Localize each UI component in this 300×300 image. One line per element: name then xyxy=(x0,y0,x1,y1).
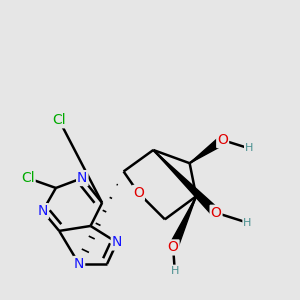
Text: H: H xyxy=(243,218,252,228)
Text: Cl: Cl xyxy=(52,113,66,127)
Text: O: O xyxy=(217,133,228,147)
Polygon shape xyxy=(153,150,219,216)
Text: N: N xyxy=(77,171,88,185)
Text: N: N xyxy=(74,257,84,271)
Polygon shape xyxy=(169,196,196,249)
Text: N: N xyxy=(38,204,48,218)
Text: Cl: Cl xyxy=(21,171,34,185)
Text: O: O xyxy=(211,206,221,220)
Text: H: H xyxy=(171,266,179,275)
Text: O: O xyxy=(168,240,178,254)
Text: H: H xyxy=(245,143,253,153)
Text: N: N xyxy=(112,236,122,250)
Text: O: O xyxy=(133,186,144,200)
Polygon shape xyxy=(190,136,225,163)
